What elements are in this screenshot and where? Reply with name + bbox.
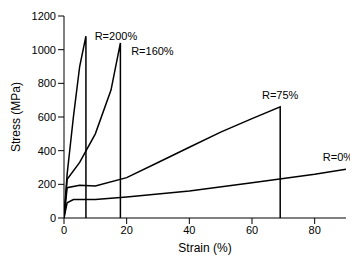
svg-text:R=200%: R=200% xyxy=(95,30,138,42)
svg-text:R=160%: R=160% xyxy=(131,45,174,57)
svg-text:R=0%: R=0% xyxy=(323,151,350,163)
svg-text:R=75%: R=75% xyxy=(262,89,299,101)
svg-text:1000: 1000 xyxy=(32,44,56,56)
svg-text:20: 20 xyxy=(121,224,133,236)
svg-text:200: 200 xyxy=(38,178,56,190)
svg-text:600: 600 xyxy=(38,111,56,123)
svg-text:Strain (%): Strain (%) xyxy=(178,241,231,255)
svg-text:800: 800 xyxy=(38,77,56,89)
svg-text:Stress (MPa): Stress (MPa) xyxy=(9,82,23,152)
svg-text:400: 400 xyxy=(38,145,56,157)
svg-text:80: 80 xyxy=(309,224,321,236)
svg-text:60: 60 xyxy=(246,224,258,236)
svg-text:40: 40 xyxy=(183,224,195,236)
svg-text:0: 0 xyxy=(61,224,67,236)
svg-text:0: 0 xyxy=(50,212,56,224)
svg-text:1200: 1200 xyxy=(32,10,56,22)
